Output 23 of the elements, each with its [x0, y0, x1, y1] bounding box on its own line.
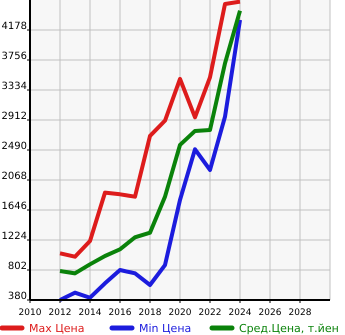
y-tick-label: 4178 — [2, 21, 27, 32]
y-tick-label: 802 — [8, 261, 27, 272]
legend-label: Max Цена — [29, 322, 84, 335]
y-tick-label: 1224 — [2, 231, 27, 242]
y-tick-label: 2912 — [2, 111, 27, 122]
x-tick-label: 2028 — [288, 308, 312, 318]
x-tick-label: 2026 — [258, 308, 282, 318]
x-tick-label: 2024 — [228, 308, 252, 318]
y-tick-label: 1646 — [2, 201, 27, 212]
x-tick-label: 2016 — [108, 308, 132, 318]
y-tick-label: 380 — [8, 291, 27, 302]
x-tick-label: 2010 — [18, 308, 42, 318]
y-tick-label: 3756 — [2, 51, 27, 62]
x-tick-label: 2018 — [138, 308, 162, 318]
x-tick-label: 2022 — [198, 308, 222, 318]
x-tick-label: 2014 — [78, 308, 102, 318]
y-tick-label: 2068 — [2, 171, 27, 182]
x-tick-label: 2020 — [168, 308, 192, 318]
legend-label: Сред.Цена, т.йен — [239, 322, 339, 335]
y-tick-label: 2490 — [2, 141, 27, 152]
x-tick-label: 2012 — [48, 308, 72, 318]
y-tick-label: 3334 — [2, 81, 27, 92]
legend-label: Min Цена — [139, 322, 192, 335]
